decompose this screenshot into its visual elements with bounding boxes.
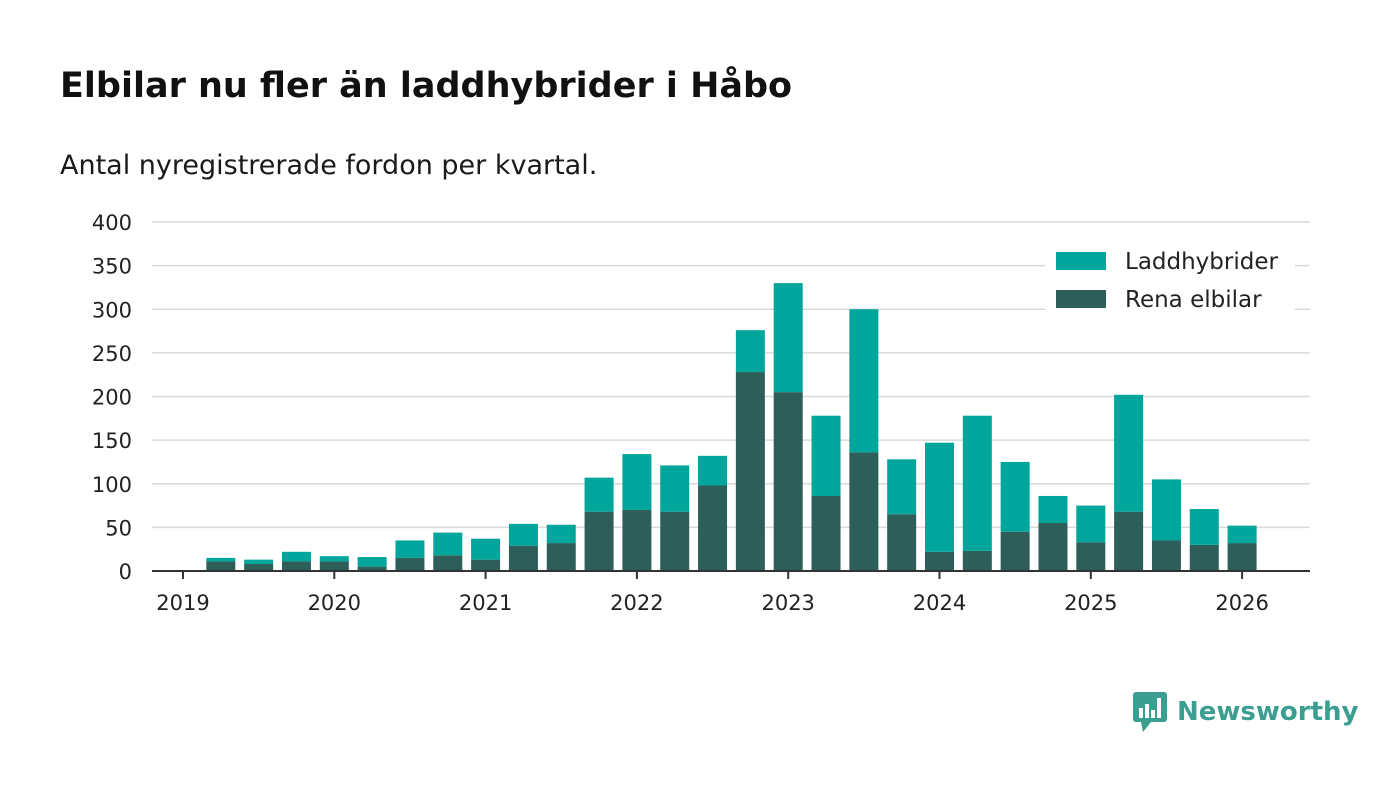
bar-rena-elbilar <box>281 561 311 571</box>
bar-rena-elbilar <box>319 561 349 571</box>
x-tick-label: 2024 <box>913 591 966 615</box>
bar-laddhybrider <box>622 454 652 510</box>
bar-rena-elbilar <box>1038 523 1068 571</box>
bar-laddhybrider <box>735 330 765 373</box>
bar-rena-elbilar <box>925 551 954 571</box>
bar-laddhybrider <box>1076 505 1106 543</box>
bar-rena-elbilar <box>1227 543 1257 571</box>
bar-laddhybrider <box>962 415 992 551</box>
bar-rena-elbilar <box>887 514 917 571</box>
brand-logo: Newsworthy <box>1133 690 1358 734</box>
bar-laddhybrider <box>1189 509 1219 545</box>
x-tick-label: 2020 <box>308 591 361 615</box>
bar-rena-elbilar <box>735 372 765 571</box>
bar-chart-speech-icon <box>1133 692 1167 732</box>
x-tick-label: 2026 <box>1215 591 1268 615</box>
bar-laddhybrider <box>925 442 954 552</box>
bar-laddhybrider <box>546 524 576 544</box>
bar-rena-elbilar <box>244 564 274 571</box>
bar-laddhybrider <box>887 459 917 515</box>
x-tick-label: 2023 <box>761 591 814 615</box>
bar-laddhybrider <box>1000 461 1030 532</box>
bar-rena-elbilar <box>622 509 652 571</box>
y-tick-label: 300 <box>92 298 132 322</box>
chart-subtitle: Antal nyregistrerade fordon per kvartal. <box>60 150 598 181</box>
bar-laddhybrider <box>319 556 349 562</box>
x-tick-label: 2019 <box>156 591 209 615</box>
bar-rena-elbilar <box>811 495 841 571</box>
y-tick-label: 400 <box>92 211 132 235</box>
bar-rena-elbilar <box>1189 544 1219 571</box>
bar-laddhybrider <box>281 551 311 562</box>
brand-name: Newsworthy <box>1177 697 1359 727</box>
bar-rena-elbilar <box>508 545 538 571</box>
bar-laddhybrider <box>698 455 728 486</box>
bar-laddhybrider <box>1038 495 1068 524</box>
bar-laddhybrider <box>584 477 614 512</box>
legend-swatch <box>1056 290 1106 308</box>
bar-laddhybrider <box>433 532 463 556</box>
legend-label: Rena elbilar <box>1125 287 1262 313</box>
legend: Laddhybrider Rena elbilar <box>1045 240 1295 313</box>
bar-rena-elbilar <box>584 511 614 571</box>
bar-rena-elbilar <box>849 452 879 571</box>
y-tick-label: 50 <box>105 516 132 540</box>
bar-rena-elbilar <box>698 485 728 571</box>
bar-laddhybrider <box>395 540 425 558</box>
axes: 0 50 100 150 200 250 300 350 400 2019 2020 2021 2022… <box>92 211 1310 615</box>
bars <box>206 283 1257 571</box>
bar-rena-elbilar <box>1114 511 1144 571</box>
x-tick-label: 2025 <box>1064 591 1117 615</box>
chart-title: Elbilar nu fler än laddhybrider i Håbo <box>60 66 793 106</box>
bar-rena-elbilar <box>471 559 501 571</box>
bar-rena-elbilar <box>433 555 463 571</box>
bar-laddhybrider <box>471 538 501 560</box>
y-tick-label: 100 <box>92 473 132 497</box>
bar-rena-elbilar <box>1076 542 1106 571</box>
legend-swatch <box>1056 252 1106 270</box>
bar-rena-elbilar <box>357 566 387 571</box>
y-tick-label: 150 <box>92 429 132 453</box>
bar-rena-elbilar <box>660 511 690 571</box>
y-tick-label: 200 <box>92 386 132 410</box>
bar-rena-elbilar <box>395 557 425 571</box>
bar-laddhybrider <box>357 557 387 567</box>
bar-laddhybrider <box>660 465 690 512</box>
bar-laddhybrider <box>773 283 803 393</box>
bar-laddhybrider <box>1114 394 1144 512</box>
bar-laddhybrider <box>508 523 538 546</box>
y-tick-label: 0 <box>119 560 132 584</box>
bar-laddhybrider <box>206 557 236 562</box>
bar-rena-elbilar <box>206 561 236 571</box>
bar-laddhybrider <box>849 309 879 453</box>
legend-label: Laddhybrider <box>1125 249 1278 275</box>
y-tick-label: 250 <box>92 342 132 366</box>
bar-rena-elbilar <box>962 550 992 571</box>
bar-rena-elbilar <box>1151 540 1181 571</box>
x-tick-label: 2021 <box>459 591 512 615</box>
bar-laddhybrider <box>244 559 274 565</box>
bar-laddhybrider <box>811 415 841 496</box>
bar-rena-elbilar <box>546 543 576 571</box>
bar-laddhybrider <box>1227 525 1257 544</box>
bar-laddhybrider <box>1151 479 1181 541</box>
y-tick-label: 350 <box>92 255 132 279</box>
bar-rena-elbilar <box>773 392 803 571</box>
bar-rena-elbilar <box>1000 531 1030 571</box>
x-tick-label: 2022 <box>610 591 663 615</box>
